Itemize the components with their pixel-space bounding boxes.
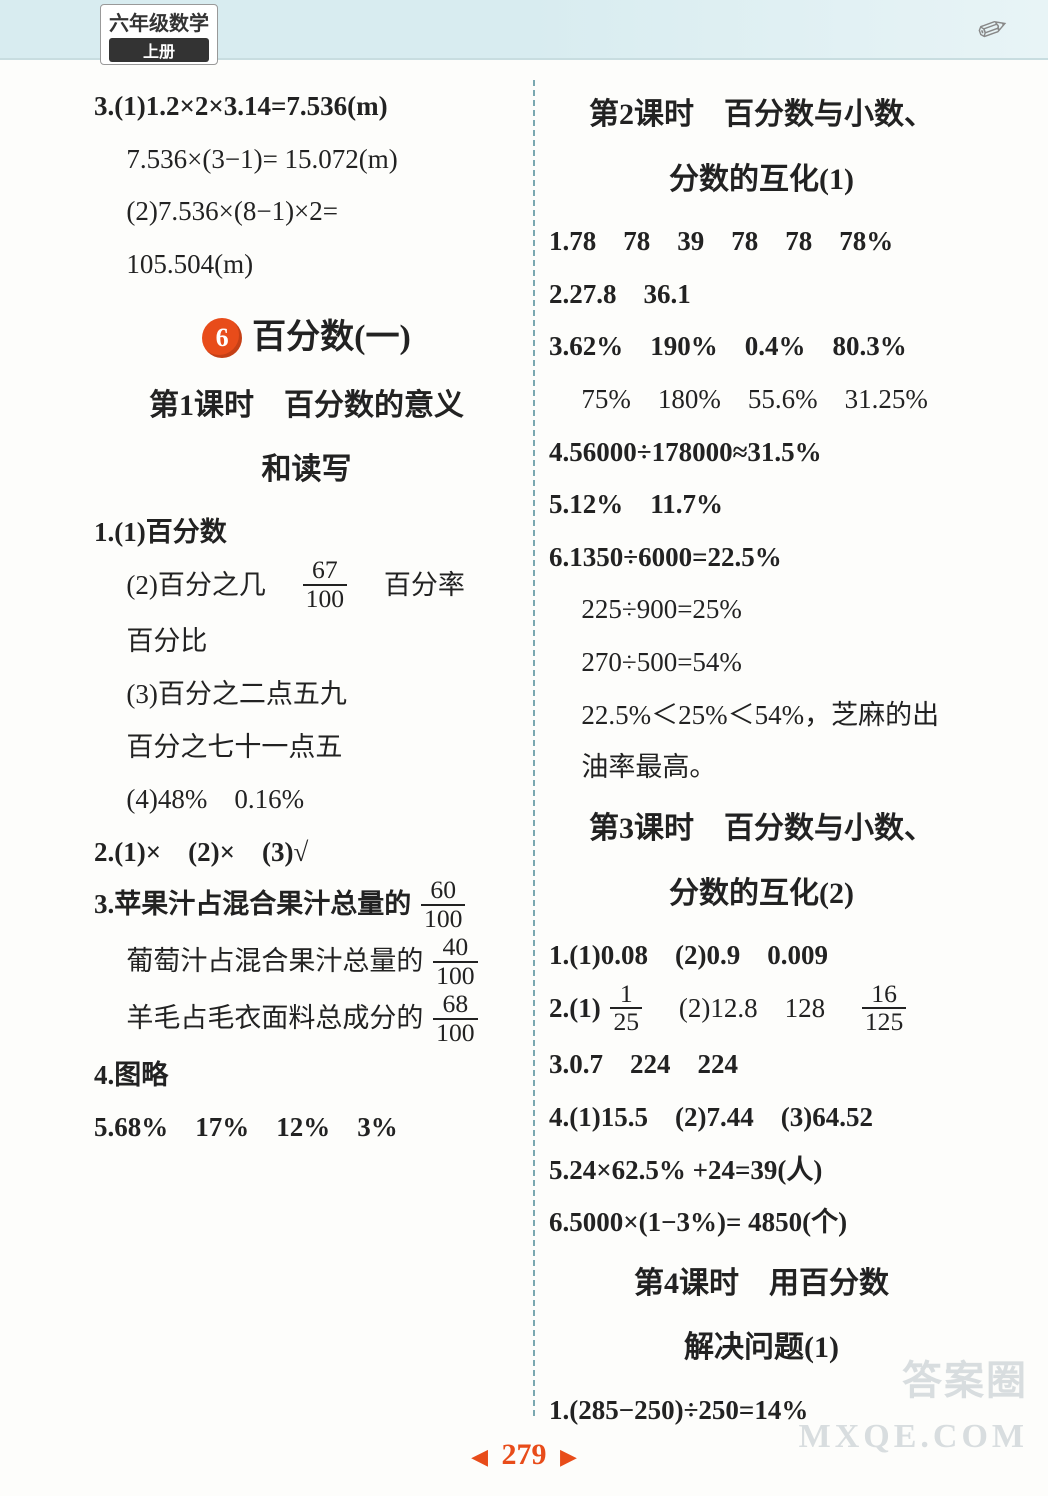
q-text: 3.62% 190% 0.4% 80.3%: [549, 331, 907, 361]
denominator: 125: [862, 1009, 906, 1036]
numerator: 68: [433, 991, 477, 1020]
content-area: 3.(1)1.2×2×3.14=7.536(m) 7.536×(3−1)= 15…: [80, 80, 988, 1416]
section-title: 第4课时 用百分数: [549, 1255, 974, 1314]
text-line: 75% 180% 55.6% 31.25%: [549, 373, 974, 426]
text-line: 百分比: [94, 615, 519, 668]
q-text: 3.(1)1.2×2×3.14=7.536(m): [94, 91, 388, 121]
text-line: 270÷500=54%: [549, 636, 974, 689]
numerator: 1: [610, 981, 642, 1010]
text-line: 油率最高。: [549, 741, 974, 794]
q-text: 2.(1): [549, 993, 601, 1023]
q-text: 4.56000÷178000≈31.5%: [549, 437, 822, 467]
text-line: 1.(1)0.08 (2)0.9 0.009: [549, 929, 974, 982]
text-line: 4.图略: [94, 1049, 519, 1102]
text-line: 4.(1)15.5 (2)7.44 (3)64.52: [549, 1091, 974, 1144]
text-line: 2.(1)× (2)× (3)√: [94, 826, 519, 879]
numerator: 60: [421, 877, 465, 906]
chapter-badge: 6: [202, 318, 242, 358]
chapter-title: 百分数(一): [252, 305, 411, 371]
text-line: (4)48% 0.16%: [94, 773, 519, 826]
text-line: 5.24×62.5% +24=39(人): [549, 1144, 974, 1197]
q-text: 4.图略: [94, 1060, 168, 1090]
text-line: 3.62% 190% 0.4% 80.3%: [549, 320, 974, 373]
pencil-icon: ✏: [972, 4, 1015, 54]
q-text: 5.68% 17% 12% 3%: [94, 1112, 398, 1142]
text-line: 1.(1)百分数: [94, 506, 519, 559]
grade-subtitle: 上册: [109, 38, 209, 62]
section-title: 第1课时 百分数的意义: [94, 377, 519, 436]
q-text: 2.27.8 36.1: [549, 279, 691, 309]
numerator: 40: [433, 934, 477, 963]
q-text: 4.(1)15.5 (2)7.44 (3)64.52: [549, 1102, 873, 1132]
section-title: 分数的互化(2): [549, 865, 974, 924]
q-text: 1.(1)0.08 (2)0.9 0.009: [549, 940, 828, 970]
text-line: 4.56000÷178000≈31.5%: [549, 426, 974, 479]
text-line: (3)百分之二点五九: [94, 668, 519, 721]
q-text: 6.5000×(1−3%)= 4850(个): [549, 1207, 847, 1237]
section-title: 第3课时 百分数与小数、: [549, 800, 974, 859]
denominator: 100: [303, 586, 347, 613]
fraction: 16 125: [862, 981, 906, 1037]
text-line: 百分之七十一点五: [94, 721, 519, 774]
text-line: 1.78 78 39 78 78 78%: [549, 215, 974, 268]
text: 葡萄汁占混合果汁总量的: [126, 946, 423, 976]
triangle-right-icon: ▶: [560, 1444, 577, 1469]
triangle-left-icon: ◀: [471, 1444, 488, 1469]
denominator: 100: [421, 906, 465, 933]
watermark-text: 答案圈: [902, 1348, 1028, 1406]
q-text: 2.(1)× (2)× (3)√: [94, 837, 308, 867]
text-line: 6.5000×(1−3%)= 4850(个): [549, 1196, 974, 1249]
text: (2)12.8 128: [652, 993, 852, 1023]
page-num-text: 279: [502, 1438, 547, 1471]
fraction: 60 100: [421, 877, 465, 933]
numerator: 67: [303, 557, 347, 586]
text-line: 225÷900=25%: [549, 583, 974, 636]
text-line: 3.(1)1.2×2×3.14=7.536(m): [94, 80, 519, 133]
numerator: 16: [862, 981, 906, 1010]
text-line: 2.(1) 1 25 (2)12.8 128 16 125: [549, 982, 974, 1039]
text: 百分率: [357, 570, 465, 600]
section-title: 第2课时 百分数与小数、: [549, 86, 974, 145]
text-line: (2)7.536×(8−1)×2=: [94, 185, 519, 238]
left-column: 3.(1)1.2×2×3.14=7.536(m) 7.536×(3−1)= 15…: [80, 80, 533, 1416]
q-text: 5.12% 11.7%: [549, 489, 723, 519]
text-line: 105.504(m): [94, 238, 519, 291]
text-line: 22.5%＜25%＜54%，芝麻的出: [549, 689, 974, 742]
q-text: 1.78 78 39 78 78 78%: [549, 226, 893, 256]
text: (2)百分之几: [126, 570, 292, 600]
text: 羊毛占毛衣面料总成分的: [126, 1003, 423, 1033]
q-text: 3.0.7 224 224: [549, 1049, 738, 1079]
fraction: 40 100: [433, 934, 477, 990]
text-line: 5.68% 17% 12% 3%: [94, 1101, 519, 1154]
text-line: 7.536×(3−1)= 15.072(m): [94, 133, 519, 186]
q-text: 6.1350÷6000=22.5%: [549, 542, 782, 572]
q-text: 5.24×62.5% +24=39(人): [549, 1155, 822, 1185]
fraction: 1 25: [610, 981, 642, 1037]
denominator: 100: [433, 1020, 477, 1047]
watermark-url: MXQE.COM: [799, 1418, 1028, 1456]
text-line: (2)百分之几 67 100 百分率: [94, 559, 519, 616]
text-line: 3.0.7 224 224: [549, 1038, 974, 1091]
text-line: 葡萄汁占混合果汁总量的 40 100: [94, 935, 519, 992]
grade-label: 六年级数学 上册: [100, 4, 218, 65]
top-banner: 六年级数学 上册 ✏: [0, 0, 1048, 60]
text-line: 6.1350÷6000=22.5%: [549, 531, 974, 584]
text-line: 5.12% 11.7%: [549, 478, 974, 531]
fraction: 67 100: [303, 557, 347, 613]
q-text: 1.(285−250)÷250=14%: [549, 1395, 808, 1425]
section-title: 分数的互化(1): [549, 151, 974, 210]
q-text: 3.苹果汁占混合果汁总量的: [94, 889, 411, 919]
grade-title: 六年级数学: [109, 13, 209, 35]
text-line: 2.27.8 36.1: [549, 268, 974, 321]
denominator: 25: [610, 1009, 642, 1036]
fraction: 68 100: [433, 991, 477, 1047]
text-line: 3.苹果汁占混合果汁总量的 60 100: [94, 878, 519, 935]
section-title: 和读写: [94, 441, 519, 500]
q-text: 1.(1)百分数: [94, 517, 227, 547]
right-column: 第2课时 百分数与小数、 分数的互化(1) 1.78 78 39 78 78 7…: [535, 80, 988, 1416]
denominator: 100: [433, 963, 477, 990]
text-line: 羊毛占毛衣面料总成分的 68 100: [94, 992, 519, 1049]
chapter-heading: 6 百分数(一): [94, 305, 519, 371]
